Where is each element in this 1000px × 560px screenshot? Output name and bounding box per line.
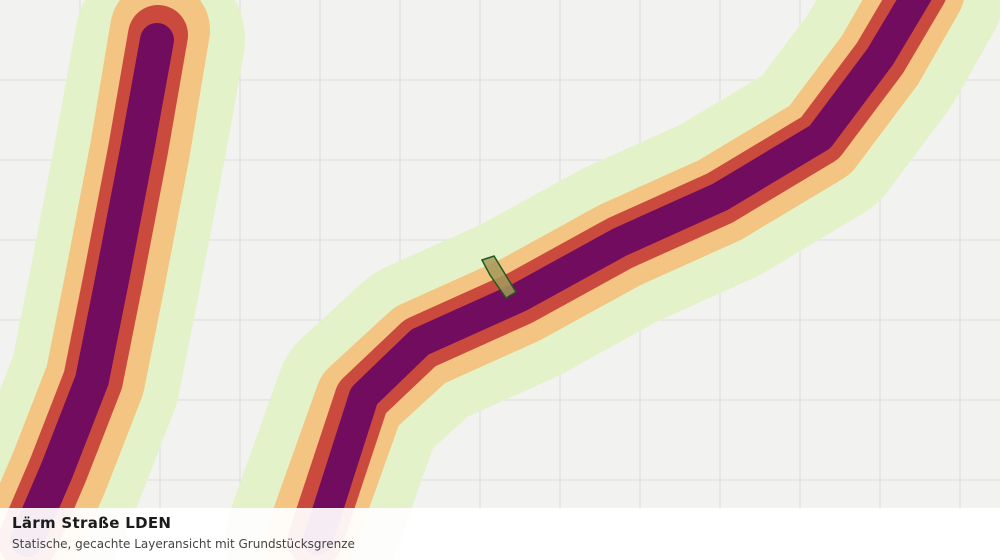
- parcel-boundary: [480, 255, 518, 300]
- layer-title: Lärm Straße LDEN: [12, 514, 172, 532]
- footer: Lärm Straße LDEN Statische, gecachte Lay…: [0, 508, 1000, 560]
- noise-left: [0, 0, 245, 560]
- layer-subtitle: Statische, gecachte Layeransicht mit Gru…: [12, 537, 355, 551]
- noise-right: [225, 0, 1000, 560]
